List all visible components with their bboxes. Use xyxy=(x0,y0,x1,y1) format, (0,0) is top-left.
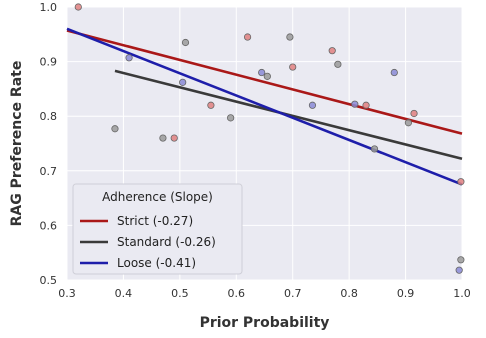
data-point-series-2 xyxy=(159,134,167,142)
data-point-series-2 xyxy=(404,119,412,127)
x-tick-label: 0.7 xyxy=(284,287,302,300)
data-point-series-3 xyxy=(125,54,133,62)
legend-box xyxy=(72,183,243,275)
legend-entry-label: Loose (-0.41) xyxy=(117,256,196,270)
data-point-series-1 xyxy=(362,101,370,109)
x-tick-label: 0.3 xyxy=(58,287,76,300)
data-point-series-3 xyxy=(455,266,463,274)
fit-lines xyxy=(66,27,463,186)
data-point-series-1 xyxy=(289,63,297,71)
x-tick-label: 1.0 xyxy=(453,287,471,300)
y-tick-label: 1.0 xyxy=(40,1,58,14)
data-point-series-2 xyxy=(111,125,119,133)
data-point-series-1 xyxy=(328,47,336,55)
y-axis-label: RAG Preference Rate xyxy=(9,61,25,227)
data-point-series-2 xyxy=(286,33,294,41)
y-tick-label: 0.7 xyxy=(40,165,58,178)
x-tick-labels: 0.3 0.4 0.5 0.6 0.7 0.8 0.9 1.0 xyxy=(58,287,471,300)
data-point-series-1 xyxy=(243,33,252,41)
x-tick-label: 0.8 xyxy=(340,287,358,300)
x-tick-label: 0.4 xyxy=(115,287,133,300)
grid xyxy=(66,6,463,281)
data-point-series-1 xyxy=(457,178,465,186)
data-point-series-3 xyxy=(390,68,398,77)
x-axis-label: Prior Probability xyxy=(200,315,330,331)
legend: Adherence (Slope) Strict (-0.27) Standard… xyxy=(72,183,243,275)
data-point-series-2 xyxy=(457,256,465,264)
data-point-series-1 xyxy=(170,134,178,142)
data-point-series-3 xyxy=(351,100,359,108)
legend-title: Adherence (Slope) xyxy=(102,190,213,204)
legend-entry-label: Standard (-0.26) xyxy=(117,235,216,249)
x-tick-label: 0.5 xyxy=(171,287,189,300)
legend-entries: Strict (-0.27) Standard (-0.26) Loose (-0.… xyxy=(80,214,216,270)
data-point-series-1 xyxy=(74,3,82,11)
data-point-series-3 xyxy=(179,78,187,86)
legend-entry-label: Strict (-0.27) xyxy=(117,214,193,228)
x-tick-label: 0.6 xyxy=(228,287,246,300)
data-points xyxy=(74,3,465,274)
data-point-series-2 xyxy=(263,72,271,80)
data-point-series-3 xyxy=(308,101,317,109)
data-point-series-2 xyxy=(227,114,235,122)
y-tick-label: 0.5 xyxy=(40,274,58,287)
data-point-series-2 xyxy=(370,145,379,153)
y-tick-label: 0.6 xyxy=(40,219,58,232)
data-point-series-1 xyxy=(410,109,418,118)
data-point-series-2 xyxy=(334,60,342,68)
data-point-series-3 xyxy=(258,68,266,77)
x-tick-label: 0.9 xyxy=(397,287,415,300)
y-tick-labels: 0.5 0.6 0.7 0.8 0.9 1.0 xyxy=(40,1,58,287)
y-tick-label: 0.8 xyxy=(40,110,58,123)
data-point-series-2 xyxy=(181,38,190,47)
fit-line-series-1 xyxy=(66,29,463,135)
fit-line-series-3 xyxy=(66,27,463,186)
y-tick-label: 0.9 xyxy=(40,56,58,69)
data-point-series-1 xyxy=(207,101,215,109)
